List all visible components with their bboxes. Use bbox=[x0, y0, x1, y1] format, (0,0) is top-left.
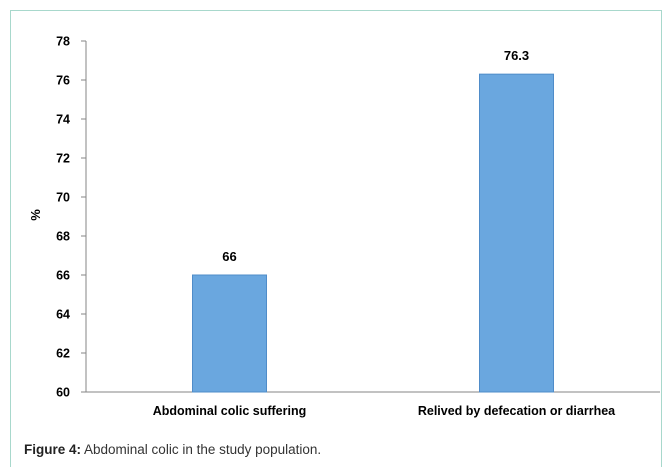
bar-chart: 60 62 64 66 68 70 72 74 76 78 Abdominal colic suf… bbox=[28, 35, 660, 418]
bar-value-label: 76.3 bbox=[504, 48, 529, 63]
caption-label: Figure 4: bbox=[24, 442, 82, 457]
figure-frame bbox=[10, 10, 662, 467]
y-tick-label: 74 bbox=[56, 113, 70, 127]
figure-caption: Figure 4: Abdominal colic in the study p… bbox=[24, 442, 321, 457]
x-category-label: Abdominal colic suffering bbox=[153, 404, 307, 418]
y-axis: 60 62 64 66 68 70 72 74 76 78 bbox=[56, 35, 87, 400]
bar bbox=[192, 274, 267, 393]
y-tick-label: 60 bbox=[56, 386, 70, 400]
bar-value-label: 66 bbox=[222, 249, 236, 264]
y-tick-label: 78 bbox=[56, 35, 70, 49]
bar bbox=[479, 73, 554, 393]
y-tick-label: 66 bbox=[56, 269, 70, 283]
y-axis-label: % bbox=[28, 209, 43, 221]
y-tick-label: 68 bbox=[56, 230, 70, 244]
y-tick-label: 62 bbox=[56, 347, 70, 361]
y-tick-label: 72 bbox=[56, 152, 70, 166]
bars: 66 76.3 bbox=[192, 48, 554, 393]
caption-text: Abdominal colic in the study population. bbox=[81, 442, 322, 457]
x-category-label: Relived by defecation or diarrhea bbox=[418, 404, 616, 418]
y-tick-label: 64 bbox=[56, 308, 70, 322]
y-tick-label: 76 bbox=[56, 74, 70, 88]
y-tick-label: 70 bbox=[56, 191, 70, 205]
x-axis: Abdominal colic suffering Relived by defe… bbox=[86, 391, 660, 418]
